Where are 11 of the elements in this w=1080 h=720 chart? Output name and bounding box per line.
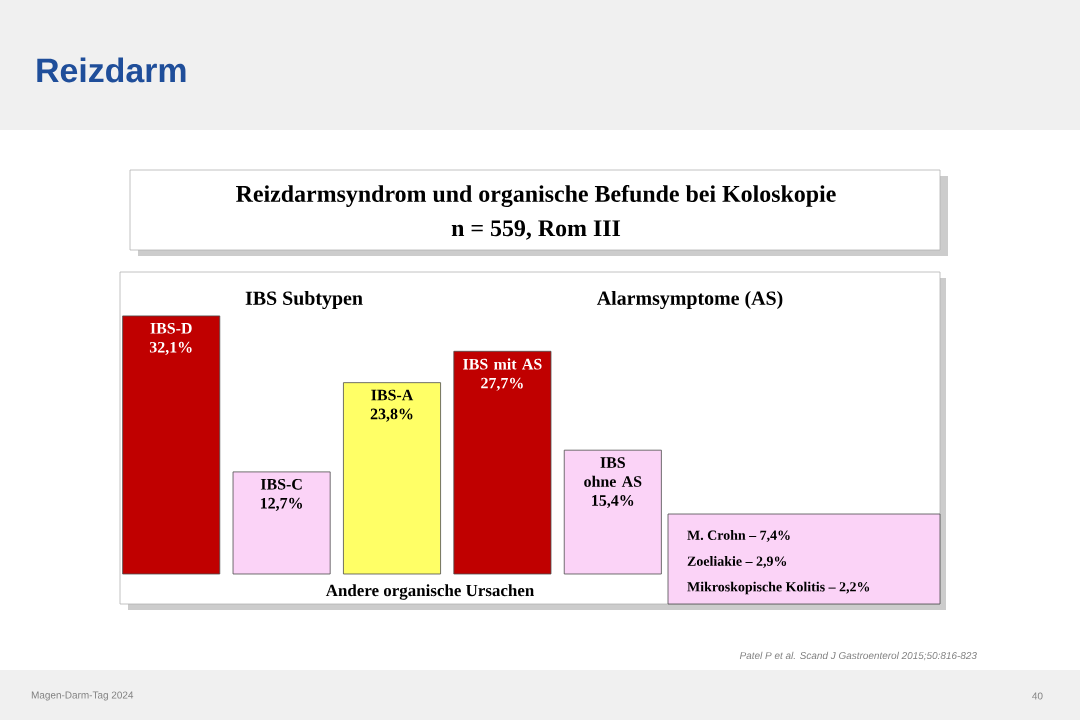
bar xyxy=(453,350,552,575)
bar xyxy=(232,471,331,575)
text: Alarmsymptome (AS) xyxy=(596,290,783,310)
text: Andere organische Ursachen xyxy=(325,584,535,600)
bar xyxy=(343,382,441,575)
chart-title: Reizdarmsyndrom und organische Befunde bei Koloskopie xyxy=(236,184,836,208)
text: Reizdarm xyxy=(37,57,186,83)
text: IBS Subtypen xyxy=(245,290,363,310)
bar xyxy=(122,315,221,575)
bar xyxy=(563,449,662,575)
chart-subtitle: n = 559, Rom III xyxy=(451,220,621,240)
